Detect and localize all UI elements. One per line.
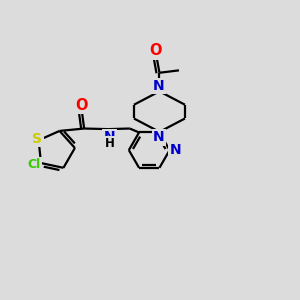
Text: O: O (150, 44, 162, 59)
Text: S: S (32, 132, 42, 146)
Text: H: H (105, 137, 115, 150)
Text: O: O (76, 98, 88, 113)
Text: N: N (170, 143, 182, 157)
Text: Cl: Cl (28, 158, 41, 171)
Text: N: N (153, 130, 165, 144)
Text: N: N (104, 130, 116, 144)
Text: N: N (153, 79, 165, 93)
